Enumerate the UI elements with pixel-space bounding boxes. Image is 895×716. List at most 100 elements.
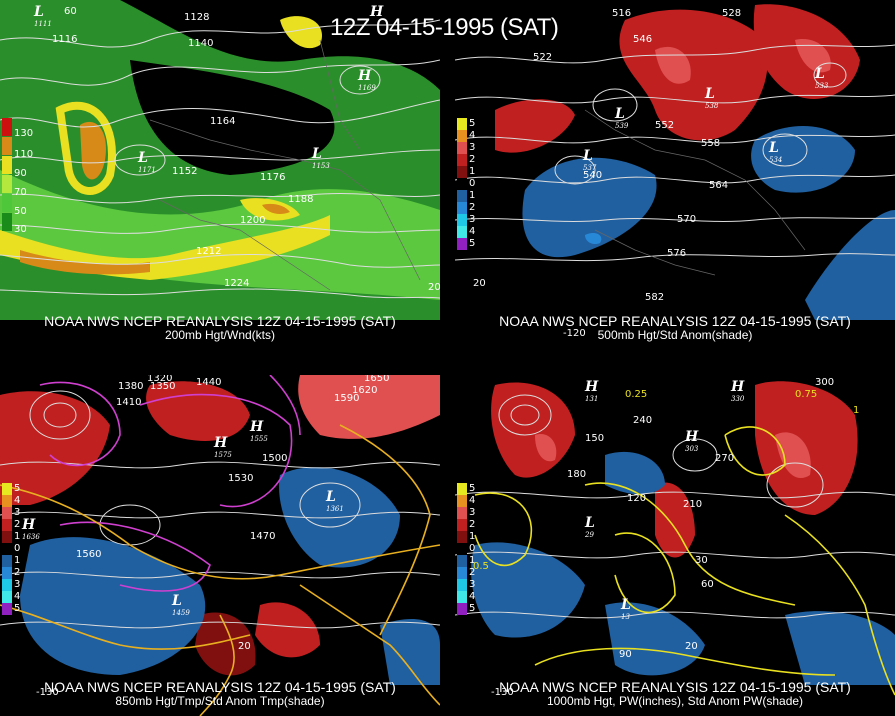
pressure-center-value: 1171 (138, 166, 156, 174)
contour-label: 0.25 (625, 389, 648, 400)
colorbar-label: 3 (14, 507, 21, 518)
colorbar-label: 3 (469, 214, 476, 225)
pressure-center: L 534 (769, 140, 783, 164)
colorbar-swatch (457, 118, 467, 130)
panel-caption: NOAA NWS NCEP REANALYSIS 12Z 04-15-1995 … (0, 314, 440, 342)
caption-title: NOAA NWS NCEP REANALYSIS 12Z 04-15-1995 … (44, 313, 396, 329)
contour-label: 1650 (364, 375, 390, 384)
colorbar-swatch (457, 495, 467, 507)
contour-label: 60 (701, 579, 714, 590)
pressure-center-value: 1111 (34, 20, 52, 28)
colorbar-swatch (2, 591, 12, 603)
height-contours-500mb (455, 44, 895, 262)
pressure-center: L 1361 (326, 489, 344, 513)
jet-core-orange (20, 250, 150, 275)
colorbar-label: 5 (469, 238, 476, 249)
pressure-center-value: 1459 (172, 609, 190, 617)
colorbar-swatch (457, 226, 467, 238)
colorbar-label: 5 (14, 483, 21, 494)
contour-label: 1128 (184, 12, 210, 23)
contour-label: 240 (633, 415, 653, 426)
map-500mb (455, 0, 895, 345)
pressure-center-value: 1153 (312, 162, 330, 170)
contour-label: 1590 (334, 393, 360, 404)
contour-label: 30 (695, 555, 708, 566)
contour-label: 1560 (76, 549, 102, 560)
anom-negative-atlantic (380, 619, 440, 685)
colorbar-label: 4 (14, 591, 21, 602)
pressure-center: L 1459 (172, 593, 190, 617)
contour-label: 552 (655, 120, 675, 131)
contour-label: 1380 (118, 381, 144, 392)
caption-title: NOAA NWS NCEP REANALYSIS 12Z 04-15-1995 … (499, 679, 851, 695)
panel-500mb-map: 5 4 3 2 1 0 1 2 3 4 5 516 522 528 540 54… (455, 0, 895, 345)
colorbar-label: 4 (469, 130, 476, 141)
colorbar-swatch (457, 603, 467, 615)
colorbar-swatch (457, 555, 467, 567)
anom-negative-southwest (471, 542, 585, 638)
pw-contours-1000mb (474, 426, 895, 696)
colorbar-label: 1 (469, 531, 476, 542)
pressure-center-value: 13 (621, 613, 630, 621)
pressure-center-value: 534 (769, 156, 783, 164)
anom-negative-atlantic (785, 611, 895, 685)
pressure-center-value: 537 (583, 164, 597, 172)
colorbar-label: 30 (14, 224, 27, 235)
contour-label: 150 (585, 433, 605, 444)
colorbar-swatch (457, 591, 467, 603)
anom-negative-core (585, 232, 602, 245)
contour-label: 1116 (52, 34, 78, 45)
colorbar-label: 1 (469, 555, 476, 566)
pressure-center: H 1169 (358, 68, 376, 92)
pressure-center: H 131 (585, 379, 599, 403)
caption-subtitle: 200mb Hgt/Wnd(kts) (164, 328, 276, 342)
contour-label: 540 (583, 170, 603, 181)
colorbar-label: 2 (469, 519, 476, 530)
pressure-center: H 1636 (22, 517, 40, 541)
pressure-center: H (370, 4, 384, 20)
pressure-center: L 533 (815, 66, 829, 90)
pressure-center-value: 533 (815, 82, 829, 90)
contour-label: 1152 (172, 166, 198, 177)
pressure-center: L 539 (615, 106, 629, 130)
anom-positive-north-core (655, 46, 691, 84)
colorbar-swatch (2, 555, 12, 567)
pressure-center: L 538 (705, 86, 719, 110)
contour-label: 0.75 (795, 389, 818, 400)
grid-label: -130 (491, 687, 514, 698)
height-contours-1000mb (455, 394, 895, 619)
pressure-center: L 537 (583, 148, 597, 172)
contour-label: 180 (567, 469, 587, 480)
contour-label: 1200 (240, 215, 266, 226)
jet-shading-black-north (120, 0, 440, 90)
colorbar-swatch (457, 190, 467, 202)
contour-label: 516 (612, 8, 632, 19)
contour-label: 1176 (260, 172, 286, 183)
anom-negative-north (605, 451, 665, 495)
contour-label: 0.5 (473, 561, 489, 572)
jet-shading-yellow-left (55, 101, 116, 195)
pressure-center-value: 303 (685, 445, 699, 453)
colorbar-label: 0 (14, 543, 21, 554)
colorbar-swatch (457, 567, 467, 579)
colorbar-label: 2 (14, 519, 21, 530)
panel-caption: NOAA NWS NCEP REANALYSIS 12Z 04-15-1995 … (455, 680, 895, 708)
colorbar-label: 5 (469, 603, 476, 614)
colorbar-label: 5 (469, 118, 476, 129)
colorbar-swatch (2, 603, 12, 615)
contour-label: 1140 (188, 38, 214, 49)
pressure-center-value: 131 (585, 395, 599, 403)
colorbar-label: 1 (14, 531, 21, 542)
contour-label: 528 (722, 8, 742, 19)
contour-label: 1 (853, 405, 860, 416)
colorbar-label: 1 (469, 190, 476, 201)
colorbar-label: 3 (469, 507, 476, 518)
colorbar-label: 4 (469, 495, 476, 506)
colorbar-swatch (2, 543, 12, 555)
colorbar-swatch (457, 166, 467, 178)
colorbar-swatch (457, 202, 467, 214)
pressure-center: L 1171 (138, 150, 156, 174)
jet-core-center-orange (262, 203, 290, 214)
contour-label: 1620 (352, 385, 378, 396)
colorbar-label: 3 (14, 579, 21, 590)
